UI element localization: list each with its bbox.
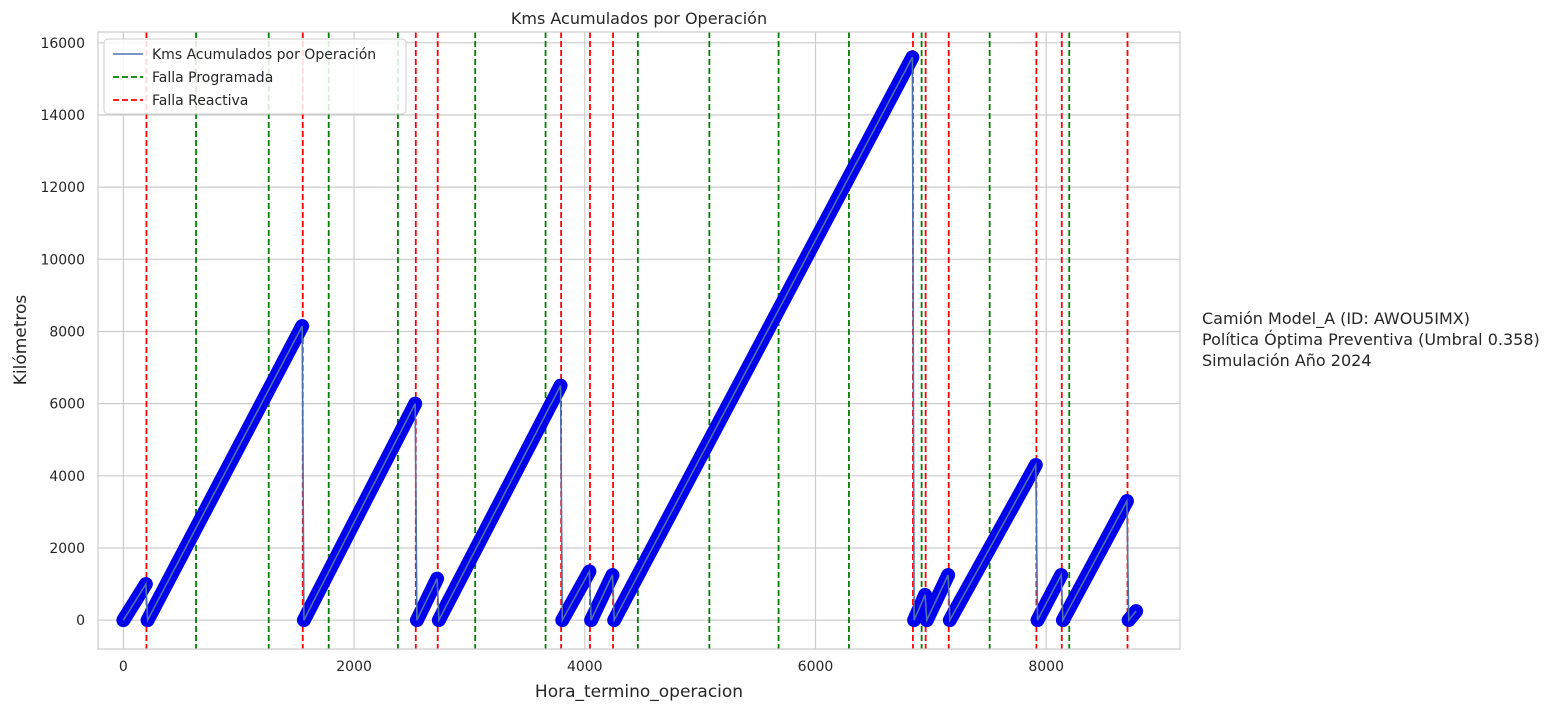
legend-label-kms: Kms Acumulados por Operación xyxy=(152,47,376,63)
y-tick-label: 2000 xyxy=(49,541,85,557)
series-line xyxy=(122,56,1137,624)
data-series xyxy=(116,50,1144,628)
x-tick-label: 2000 xyxy=(336,659,372,675)
annotation-policy: Política Óptima Preventiva (Umbral 0.358… xyxy=(1202,330,1540,349)
x-tick-label: 6000 xyxy=(798,659,834,675)
grid-lines xyxy=(98,32,1180,649)
y-tick-label: 12000 xyxy=(40,180,85,196)
side-annotation: Camión Model_A (ID: AWOU5IMX) Política Ó… xyxy=(1202,308,1540,371)
y-axis-label: Kilómetros xyxy=(11,295,31,386)
y-tick-label: 0 xyxy=(76,613,85,629)
y-tick-label: 14000 xyxy=(40,108,85,124)
legend-label-reactiva: Falla Reactiva xyxy=(152,93,248,109)
x-tick-label: 4000 xyxy=(567,659,603,675)
y-tick-label: 4000 xyxy=(49,469,85,485)
plot-frame xyxy=(97,31,1181,650)
y-tick-label: 16000 xyxy=(40,36,85,52)
y-tick-label: 10000 xyxy=(40,252,85,268)
chart-title: Kms Acumulados por Operación xyxy=(511,9,767,28)
legend-box xyxy=(103,38,407,115)
x-axis-ticks: 0 2000 4000 6000 8000 xyxy=(119,659,1064,675)
annotation-simulation-year: Simulación Año 2024 xyxy=(1202,351,1372,370)
annotation-truck-id: Camión Model_A (ID: AWOU5IMX) xyxy=(1202,309,1470,328)
y-tick-label: 8000 xyxy=(49,324,85,340)
y-tick-label: 6000 xyxy=(49,397,85,413)
x-tick-label: 8000 xyxy=(1028,659,1064,675)
y-axis-ticks: 0 2000 4000 6000 8000 10000 12000 14000 16000 xyxy=(40,36,85,629)
x-tick-label: 0 xyxy=(119,659,128,675)
legend: Kms Acumulados por Operación Falla Progr… xyxy=(103,38,407,115)
x-axis-label: Hora_termino_operacion xyxy=(535,682,743,702)
legend-label-programada: Falla Programada xyxy=(152,70,273,86)
